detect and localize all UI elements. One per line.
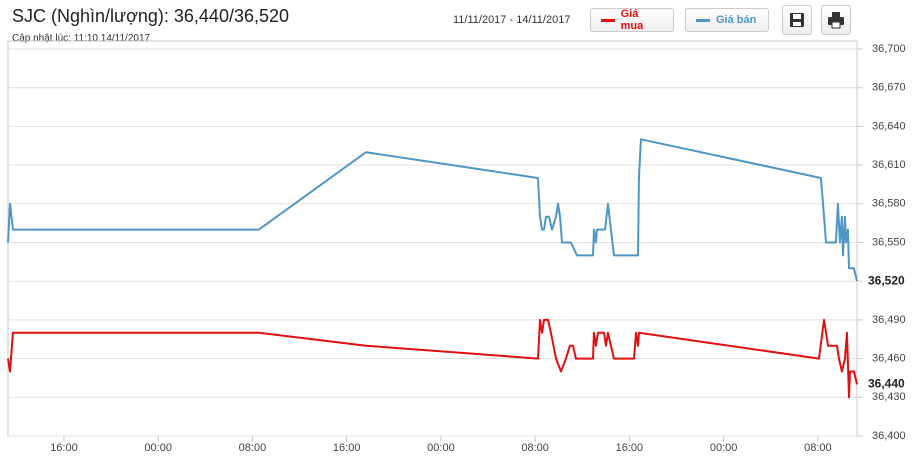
y-tick-label: 36,640 [872,120,906,132]
end-label: 36,440 [868,377,905,391]
legend-swatch [601,18,615,22]
y-tick-label: 36,550 [872,236,906,248]
y-tick-label: 36,700 [872,43,906,55]
x-tick-label: 16:00 [50,442,78,454]
save-button[interactable] [782,5,812,35]
y-tick-label: 36,460 [872,353,906,365]
plot-frame [7,40,858,437]
y-tick-label: 36,610 [872,159,906,171]
end-label: 36,520 [868,273,905,287]
y-tick-label: 36,400 [872,430,906,442]
legend-sell[interactable]: Giá bán [685,8,769,32]
end-label-bg [862,273,912,290]
series-line [7,138,858,282]
subtitle: Cập nhật lúc: 11:10 14/11/2017 [12,33,151,44]
legend-buy[interactable]: Giá mua [590,8,674,32]
title: SJC (Nghìn/lượng): 36,440/36,520 [12,6,290,26]
x-tick-label: 00:00 [710,442,738,454]
x-tick-label: 08:00 [804,442,832,454]
y-tick-label: 36,670 [872,82,906,94]
x-tick-label: 08:00 [521,442,549,454]
series-line [7,318,858,399]
x-tick-label: 00:00 [144,442,172,454]
x-tick-label: 16:00 [616,442,644,454]
print-icon [828,12,844,29]
x-tick-label: 08:00 [239,442,267,454]
legend-label: Giá mua [620,8,644,32]
legend-swatch [696,18,710,22]
save-icon [790,13,804,27]
legend-label: Giá bán [716,14,757,26]
end-label-bg [862,376,912,393]
x-tick-label: 00:00 [427,442,455,454]
x-tick-label: 16:00 [333,442,361,454]
print-button[interactable] [821,5,851,35]
date-range: 11/11/2017 - 14/11/2017 [453,14,571,26]
y-tick-label: 36,430 [872,391,906,403]
y-tick-label: 36,490 [872,314,906,326]
y-tick-label: 36,580 [872,198,906,210]
